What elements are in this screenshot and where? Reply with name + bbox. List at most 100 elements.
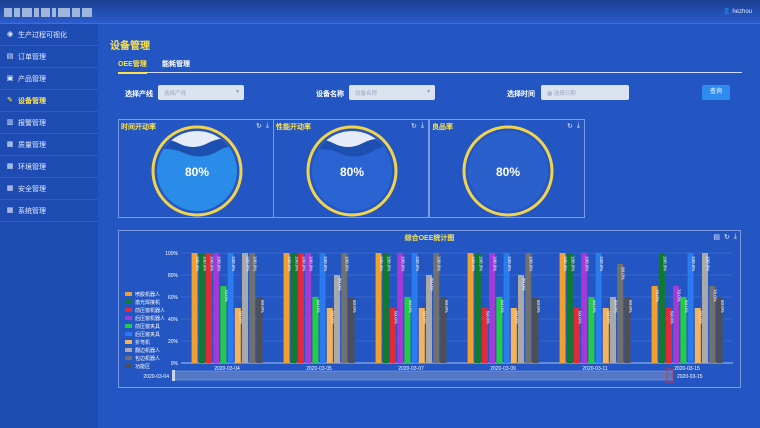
sidebar-item-products[interactable]: ▣ 产品管理 bbox=[0, 68, 98, 90]
chart-bar bbox=[433, 253, 440, 363]
chart-bar bbox=[375, 253, 382, 363]
chart-bar bbox=[595, 253, 602, 363]
chart-bar bbox=[680, 297, 687, 363]
sidebar-item-system[interactable]: ▦ 系统管理 bbox=[0, 200, 98, 222]
chart-bar bbox=[467, 253, 474, 363]
legend-swatch bbox=[125, 292, 132, 296]
chart-bar bbox=[518, 275, 524, 363]
chevron-down-icon: ▼ bbox=[235, 89, 240, 95]
legend-item[interactable]: 功能区 bbox=[125, 362, 177, 370]
user-menu[interactable]: 👤 hezhou bbox=[723, 8, 752, 15]
bar-data-label: 100.0% bbox=[401, 256, 406, 271]
bar-data-label: 50.0% bbox=[670, 311, 675, 324]
chart-bar bbox=[341, 253, 348, 363]
legend-item[interactable]: 后压窗夹具 bbox=[125, 330, 177, 338]
calendar-icon: ▦ bbox=[547, 91, 554, 97]
legend-label: 折弯机 bbox=[135, 339, 151, 346]
refresh-icon[interactable]: ↻ bbox=[567, 123, 573, 130]
legend-item[interactable]: 喷胶机器人 bbox=[125, 290, 177, 298]
chart-bar bbox=[474, 253, 481, 363]
sidebar-item-alarms[interactable]: ▥ 报警管理 bbox=[0, 112, 98, 134]
bar-data-label: 50.0% bbox=[486, 311, 491, 324]
chart-bar bbox=[312, 297, 319, 363]
legend-swatch bbox=[125, 340, 132, 344]
chart-bar bbox=[198, 253, 205, 363]
tab-energy[interactable]: 能耗管理 bbox=[162, 61, 190, 68]
legend-swatch bbox=[125, 308, 132, 312]
bar-data-label: 70.0% bbox=[655, 289, 660, 302]
tab-oee[interactable]: OEE管理 bbox=[118, 59, 147, 74]
chart-bar bbox=[624, 297, 631, 363]
sidebar-item-equipment[interactable]: ✎ 设备管理 bbox=[0, 90, 98, 112]
user-name: hezhou bbox=[732, 9, 752, 15]
chart-bar bbox=[249, 253, 256, 363]
date-picker[interactable]: ▦ 选择日期 bbox=[541, 85, 629, 100]
y-tick-label: 80% bbox=[168, 273, 179, 279]
y-tick-label: 100% bbox=[165, 251, 178, 257]
device-select-placeholder: 设备名称 bbox=[355, 91, 378, 97]
chart-bar bbox=[496, 297, 503, 363]
sidebar-item-orders[interactable]: ▤ 订单管理 bbox=[0, 46, 98, 68]
bar-data-label: 100.0% bbox=[294, 256, 299, 271]
gauge-uptime: 80% bbox=[151, 125, 243, 217]
sidebar-item-safety[interactable]: ▦ 安全管理 bbox=[0, 178, 98, 200]
legend-label: 翻边机器人 bbox=[135, 347, 161, 354]
bar-data-label: 50.0% bbox=[238, 311, 243, 324]
refresh-icon[interactable]: ↻ bbox=[724, 234, 730, 241]
download-icon[interactable]: ⤓ bbox=[733, 233, 737, 240]
gauge-performance: 80% bbox=[306, 125, 398, 217]
legend-item[interactable]: 前压窗机器人 bbox=[125, 306, 177, 314]
chart-legend: 喷胶机器人 激光焊接机 前压窗机器人 后压窗机器人 前压窗夹具 后压窗夹具 折弯机 翻边机器人… bbox=[125, 290, 177, 370]
zoom-slider-track bbox=[172, 370, 674, 381]
document-icon: ▤ bbox=[6, 52, 14, 60]
legend-item[interactable]: 后压窗机器人 bbox=[125, 314, 177, 322]
refresh-icon[interactable]: ↻ bbox=[411, 123, 417, 130]
refresh-icon[interactable]: ↻ bbox=[256, 123, 262, 130]
bar-data-label: 100.0% bbox=[471, 256, 476, 271]
bar-data-label: 100.0% bbox=[437, 256, 442, 271]
legend-label: 前压窗夹具 bbox=[135, 323, 161, 330]
bar-data-label: 80.0% bbox=[430, 278, 435, 291]
bar-data-label: 100.0% bbox=[231, 256, 236, 271]
legend-item[interactable]: 折弯机 bbox=[125, 338, 177, 346]
chart-bar bbox=[305, 253, 312, 363]
chart-bar bbox=[510, 308, 517, 363]
legend-item[interactable]: 翻边机器人 bbox=[125, 346, 177, 354]
line-select[interactable]: 选择产线 ▼ bbox=[158, 85, 244, 100]
sidebar-item-environment[interactable]: ▦ 环境管理 bbox=[0, 156, 98, 178]
legend-item[interactable]: 前压窗夹具 bbox=[125, 322, 177, 330]
x-tick-label: 2020-03-15 bbox=[674, 366, 700, 372]
gauge-wave-front bbox=[157, 146, 237, 211]
legend-swatch bbox=[125, 300, 132, 304]
box-icon: ▣ bbox=[6, 74, 14, 82]
bar-data-label: 60.0% bbox=[500, 300, 505, 313]
legend-label: 后压窗机器人 bbox=[135, 315, 166, 322]
bar-data-label: 100.0% bbox=[309, 256, 314, 271]
device-select[interactable]: 设备名称 ▼ bbox=[349, 85, 435, 100]
download-icon[interactable]: ⤓ bbox=[576, 122, 580, 129]
chart-bar bbox=[290, 253, 297, 363]
bar-data-label: 50.0% bbox=[514, 311, 519, 324]
legend-item[interactable]: 包边机器人 bbox=[125, 354, 177, 362]
download-icon[interactable]: ⤓ bbox=[265, 122, 269, 129]
top-bar: 👤 hezhou bbox=[0, 0, 760, 24]
sidebar-item-quality[interactable]: ▦ 质量管理 bbox=[0, 134, 98, 156]
gauge-wave-front bbox=[312, 146, 392, 211]
zoom-start-label: 2020-03-04 bbox=[143, 374, 169, 380]
query-button[interactable]: 查询 bbox=[702, 85, 730, 100]
bar-data-label: 100.0% bbox=[585, 256, 590, 271]
legend-label: 后压窗夹具 bbox=[135, 331, 161, 338]
bar-data-label: 100.0% bbox=[302, 256, 307, 271]
sidebar-item-process-visualization[interactable]: ◉ 生产过程可视化 bbox=[0, 24, 98, 46]
chart-bar bbox=[326, 308, 333, 363]
chart-bar bbox=[206, 253, 212, 363]
chart-bar bbox=[319, 253, 326, 363]
chart-bar bbox=[610, 297, 616, 363]
legend-item[interactable]: 激光焊接机 bbox=[125, 298, 177, 306]
legend-swatch bbox=[125, 364, 132, 368]
download-icon[interactable]: ⤓ bbox=[420, 122, 424, 129]
pencil-icon: ✎ bbox=[7, 96, 13, 104]
chart-bar bbox=[651, 286, 658, 363]
legend-swatch bbox=[125, 356, 132, 360]
data-view-icon[interactable]: ▤ bbox=[713, 234, 721, 241]
